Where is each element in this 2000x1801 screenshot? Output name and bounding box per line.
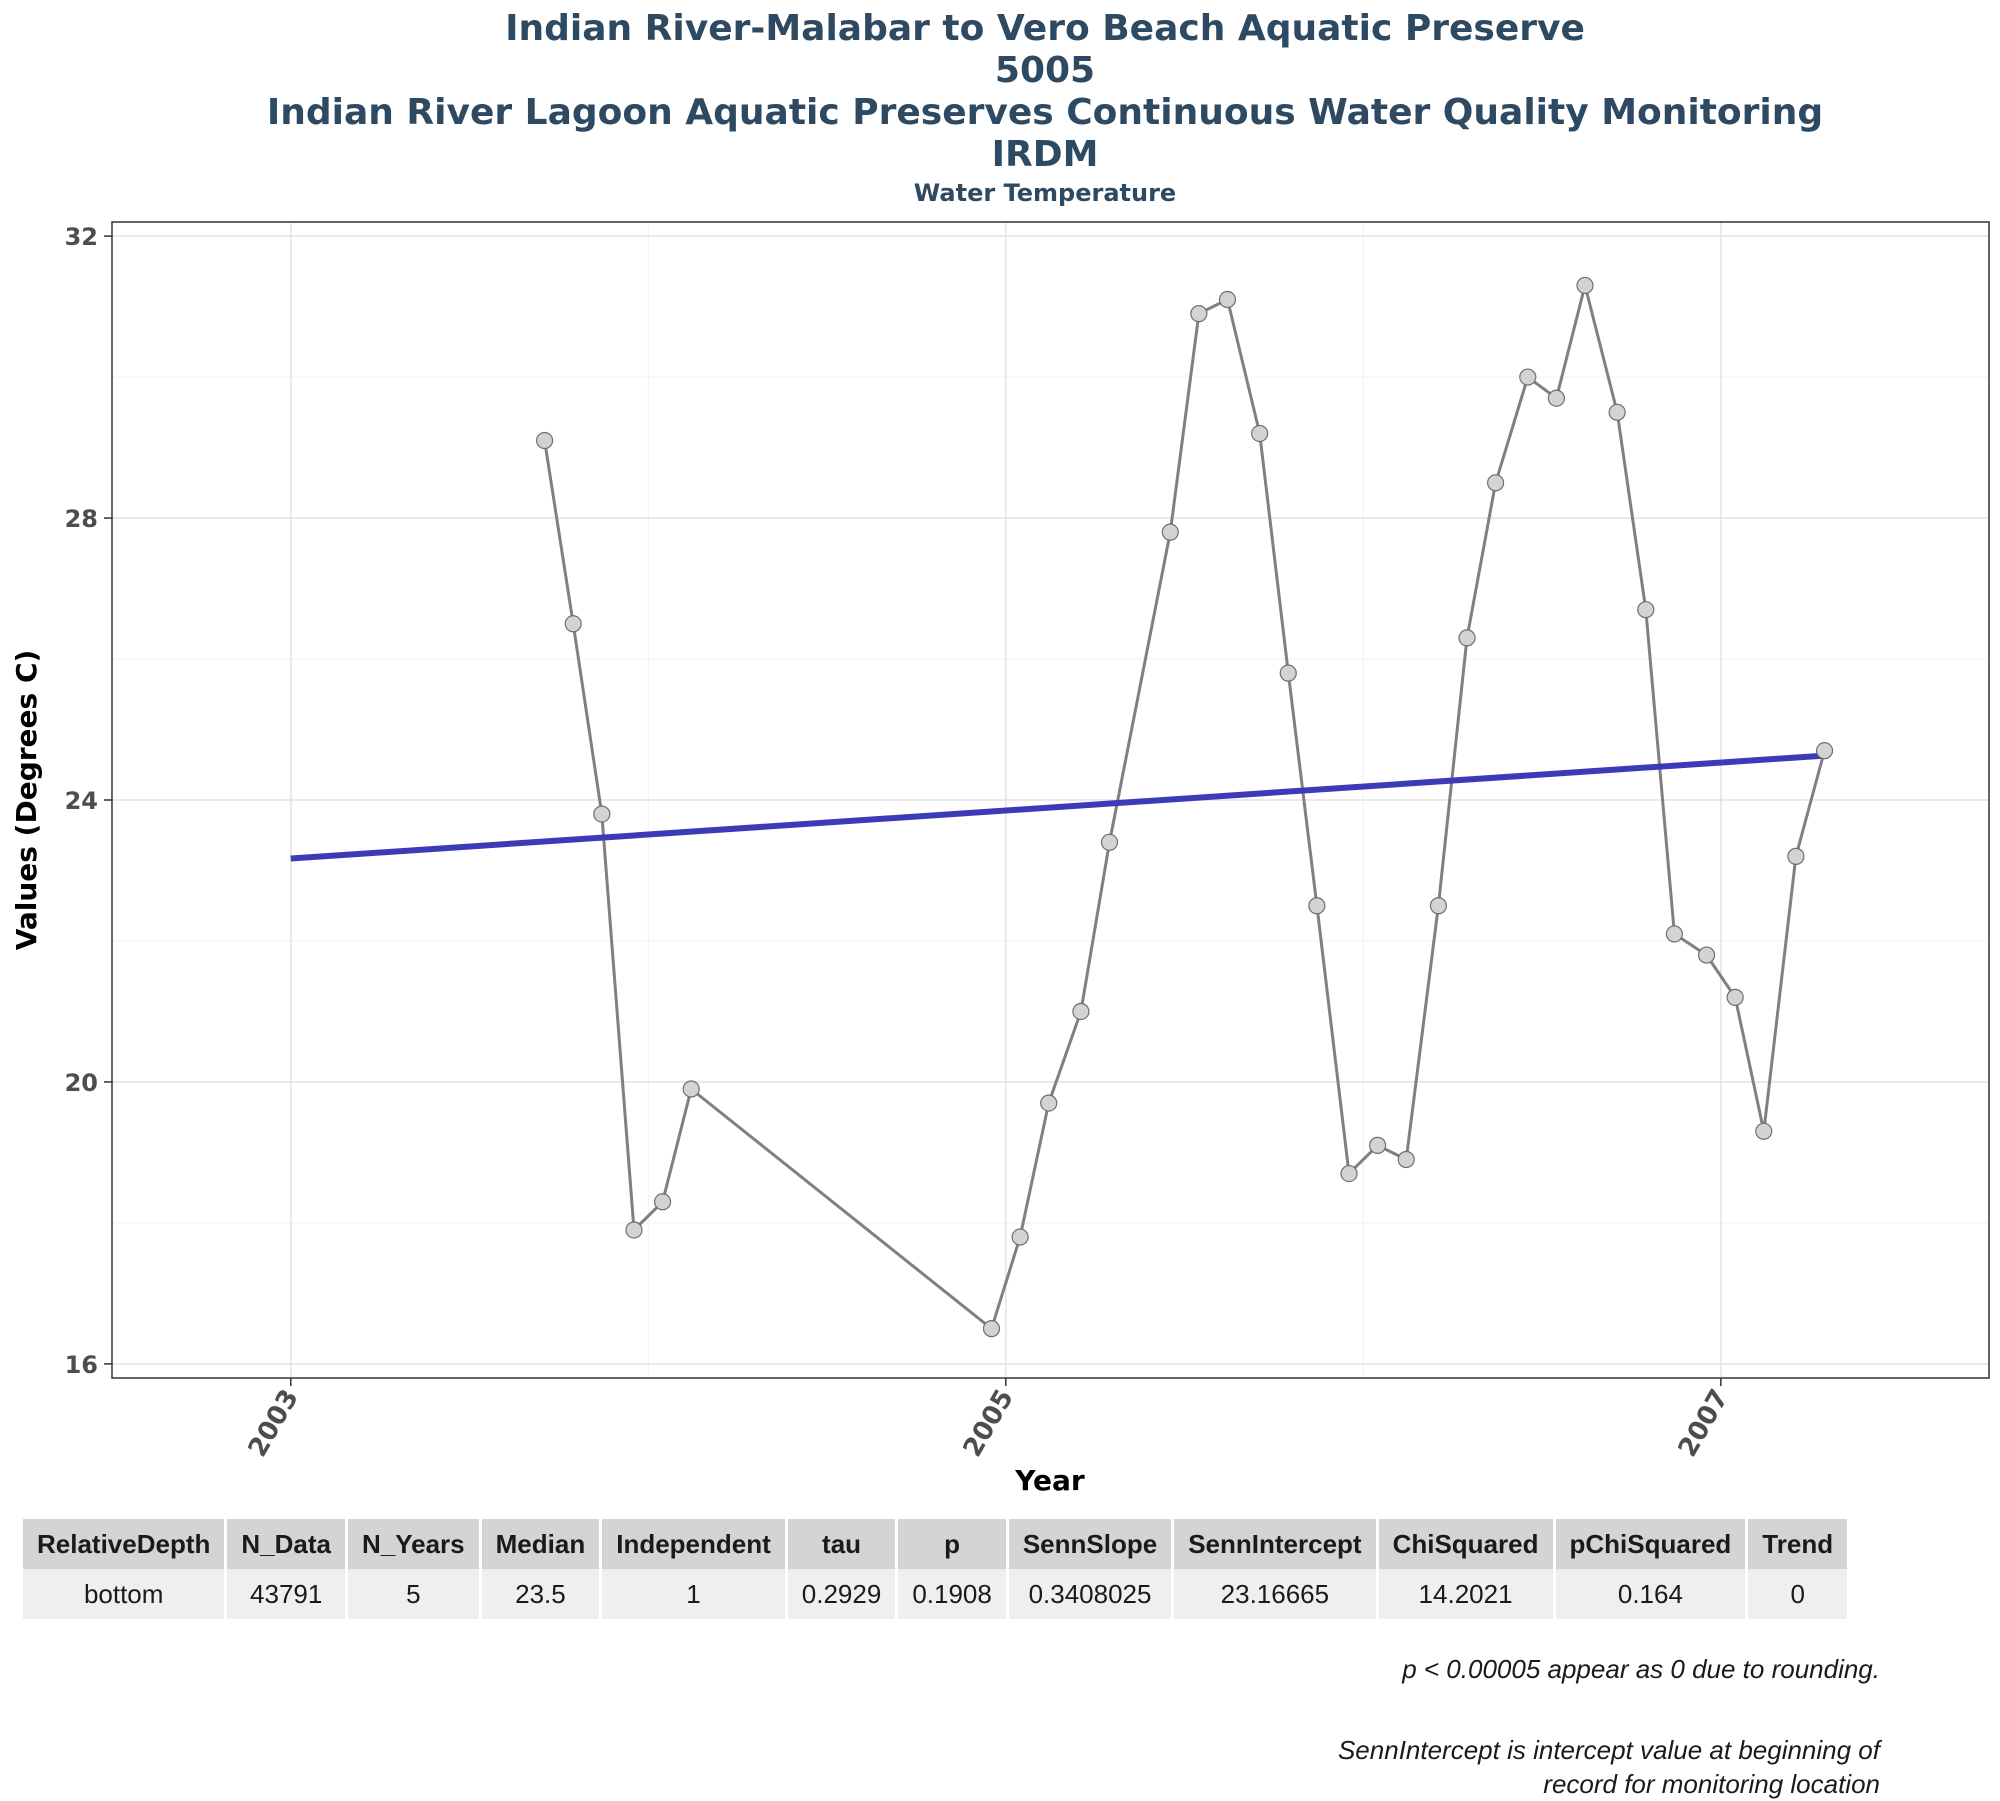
table-row: bottom 43791 5 23.5 1 0.2929 0.1908 0.34… bbox=[23, 1569, 1848, 1619]
data-point bbox=[1040, 1094, 1058, 1112]
temperature-chart: 16 20 24 28 32 2003 2005 2007 Year Values (Deg… bbox=[10, 221, 1990, 1497]
stats-table: RelativeDepth N_Data N_Years Median Inde… bbox=[20, 1519, 1850, 1619]
header-pchisquared: pChiSquared bbox=[1555, 1519, 1746, 1569]
intercept-note-line-2: record for monitoring location bbox=[1543, 1769, 1880, 1799]
data-point bbox=[1011, 1228, 1029, 1246]
data-point bbox=[1458, 629, 1476, 647]
header-p: p bbox=[898, 1519, 1006, 1569]
cell-median: 23.5 bbox=[481, 1569, 600, 1619]
data-point bbox=[1100, 833, 1119, 851]
data-point bbox=[1576, 276, 1594, 295]
data-point bbox=[1340, 1164, 1358, 1183]
y-axis: 16 20 24 28 32 bbox=[65, 223, 112, 1379]
y-tick-label: 20 bbox=[65, 1069, 98, 1097]
y-tick-label: 32 bbox=[65, 223, 98, 251]
cell-trend: 0 bbox=[1748, 1569, 1848, 1619]
data-point bbox=[1487, 474, 1505, 492]
chart-titles: Indian River-Malabar to Vero Beach Aquat… bbox=[0, 8, 2000, 210]
header-trend: Trend bbox=[1748, 1519, 1848, 1569]
x-axis-label: Year bbox=[1014, 1464, 1085, 1497]
y-tick-label: 24 bbox=[65, 787, 98, 815]
series-line bbox=[543, 283, 1826, 1331]
y-tick-label: 28 bbox=[65, 505, 98, 533]
y-tick-label: 16 bbox=[65, 1351, 98, 1379]
y-axis-label: Values (Degrees C) bbox=[10, 650, 43, 951]
header-chisquared: ChiSquared bbox=[1378, 1519, 1553, 1569]
data-point bbox=[1787, 847, 1805, 865]
data-point bbox=[653, 1193, 672, 1211]
points-layer bbox=[536, 276, 1834, 1338]
data-point bbox=[1547, 389, 1565, 407]
header-sennintercept: SennIntercept bbox=[1174, 1519, 1376, 1569]
data-point bbox=[1279, 664, 1297, 682]
data-point bbox=[1755, 1122, 1773, 1140]
trend-line bbox=[290, 752, 1825, 862]
header-median: Median bbox=[481, 1519, 600, 1569]
x-tick-label: 2005 bbox=[958, 1385, 1020, 1463]
data-point bbox=[1161, 523, 1179, 541]
cell-chisquared: 14.2021 bbox=[1378, 1569, 1553, 1619]
data-point bbox=[1072, 1002, 1090, 1021]
data-point bbox=[1726, 988, 1744, 1006]
grid-major bbox=[112, 222, 1989, 1378]
title-line-2: 5005 bbox=[994, 50, 1096, 91]
data-point bbox=[593, 805, 611, 823]
cell-sennslope: 0.3408025 bbox=[1008, 1569, 1172, 1619]
title-line-1: Indian River-Malabar to Vero Beach Aquat… bbox=[505, 8, 1585, 49]
data-point bbox=[1369, 1136, 1387, 1154]
data-point bbox=[982, 1320, 1001, 1338]
title-line-4: IRDM bbox=[991, 134, 1099, 175]
data-point bbox=[1815, 742, 1834, 760]
cell-n-years: 5 bbox=[347, 1569, 479, 1619]
cell-n-data: 43791 bbox=[227, 1569, 345, 1619]
header-tau: tau bbox=[787, 1519, 896, 1569]
cell-p: 0.1908 bbox=[898, 1569, 1006, 1619]
data-point bbox=[682, 1080, 700, 1098]
cell-sennintercept: 23.16665 bbox=[1174, 1569, 1376, 1619]
data-point bbox=[1397, 1150, 1415, 1169]
cell-relativedepth: bottom bbox=[23, 1569, 225, 1619]
cell-pchisquared: 0.164 bbox=[1555, 1569, 1746, 1619]
data-point bbox=[1251, 424, 1269, 443]
cell-tau: 0.2929 bbox=[787, 1569, 896, 1619]
header-n-data: N_Data bbox=[227, 1519, 345, 1569]
data-point bbox=[1608, 403, 1626, 421]
chart-subtitle: Water Temperature bbox=[913, 179, 1177, 207]
stats-header-row: RelativeDepth N_Data N_Years Median Inde… bbox=[23, 1519, 1848, 1569]
intercept-note-line-1: SennIntercept is intercept value at begi… bbox=[1337, 1735, 1880, 1765]
series-layer bbox=[543, 283, 1826, 1331]
header-n-years: N_Years bbox=[347, 1519, 479, 1569]
rounding-note: p < 0.00005 appear as 0 due to rounding. bbox=[1402, 1654, 1880, 1684]
cell-independent: 1 bbox=[602, 1569, 785, 1619]
header-relativedepth: RelativeDepth bbox=[23, 1519, 225, 1569]
x-axis: 2003 2005 2007 bbox=[243, 1378, 1735, 1462]
data-point bbox=[1190, 305, 1208, 323]
data-point bbox=[564, 615, 582, 633]
data-point bbox=[1218, 290, 1237, 309]
x-tick-label: 2007 bbox=[1673, 1385, 1735, 1463]
x-tick-label: 2003 bbox=[243, 1385, 305, 1463]
data-point bbox=[1637, 601, 1655, 619]
data-point bbox=[1519, 368, 1537, 386]
header-independent: Independent bbox=[602, 1519, 785, 1569]
data-point bbox=[1697, 946, 1716, 964]
data-point bbox=[625, 1221, 643, 1239]
header-sennslope: SennSlope bbox=[1008, 1519, 1172, 1569]
data-point bbox=[1429, 897, 1448, 915]
data-point bbox=[536, 431, 554, 450]
title-line-3: Indian River Lagoon Aquatic Preserves Co… bbox=[266, 92, 1824, 133]
trend-layer bbox=[290, 752, 1825, 862]
data-point bbox=[1665, 925, 1683, 943]
data-point bbox=[1308, 897, 1326, 915]
